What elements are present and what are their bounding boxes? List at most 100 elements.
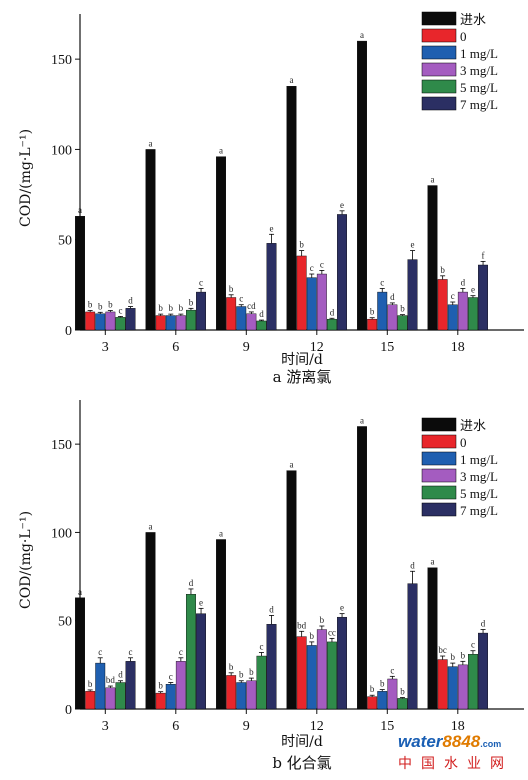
bar: [337, 616, 347, 710]
bar: [468, 297, 478, 331]
bar: [437, 659, 448, 710]
bar: [95, 313, 106, 331]
bar: [115, 317, 126, 331]
bar: [226, 675, 237, 710]
legend-label: 0: [460, 29, 467, 44]
legend-swatch: [421, 96, 457, 111]
significance-letter: b: [158, 303, 163, 313]
bar: [115, 682, 126, 710]
bar: [175, 661, 186, 710]
bar: [216, 539, 227, 710]
bar: [236, 306, 247, 331]
significance-letter: b: [229, 284, 234, 294]
bar: [175, 315, 186, 331]
y-axis-title: COD/(mg·L⁻¹): [18, 511, 34, 609]
significance-letter: b: [451, 652, 456, 662]
significance-letter: c: [179, 647, 183, 657]
legend-label: 7 mg/L: [460, 97, 498, 112]
bar: [407, 259, 418, 331]
bar: [447, 304, 458, 331]
legend-swatch: [421, 45, 457, 60]
bar: [407, 583, 418, 710]
bar: [316, 629, 327, 710]
legend-swatch: [421, 468, 457, 483]
panel-caption: b 化合氯: [272, 754, 331, 772]
bar: [387, 304, 398, 331]
significance-letter: cc: [328, 627, 336, 637]
x-tick-label: 12: [310, 719, 324, 734]
bar: [377, 691, 388, 710]
significance-letter: b: [169, 303, 174, 313]
significance-letter: b: [229, 662, 234, 672]
bar: [387, 678, 398, 710]
bar: [367, 696, 378, 710]
significance-letter: b: [400, 304, 405, 314]
significance-letter: a: [219, 146, 223, 156]
watermark-logo: water8848.com 中国水业网: [398, 732, 520, 776]
bar: [196, 291, 207, 331]
legend: 进水 0 1 mg/L 3 mg/L 5 mg/L 7 mg/L: [421, 417, 498, 518]
legend-label: 1 mg/L: [460, 452, 498, 467]
bar: [457, 291, 468, 331]
significance-letter: b: [461, 650, 466, 660]
y-tick-label: 150: [51, 438, 72, 453]
significance-letter: b: [239, 670, 244, 680]
bar: [216, 156, 227, 331]
y-tick-label: 100: [51, 143, 72, 158]
significance-letter: a: [431, 557, 435, 567]
y-axis-title: COD/(mg·L⁻¹): [18, 129, 34, 227]
bar: [397, 698, 408, 710]
significance-letter: d: [461, 277, 466, 287]
bar: [105, 311, 116, 331]
bar: [165, 684, 176, 710]
bar: [85, 691, 96, 710]
legend-swatch: [421, 62, 457, 77]
significance-letter: c: [320, 259, 324, 269]
bar: [95, 662, 106, 710]
bar: [246, 680, 257, 710]
x-tick-label: 6: [172, 719, 179, 734]
significance-letter: d: [189, 578, 194, 588]
bar: [266, 624, 277, 710]
watermark-subtitle: 中国水业网: [398, 756, 513, 772]
significance-letter: b: [158, 681, 163, 691]
significance-letter: c: [169, 672, 173, 682]
bar: [286, 86, 297, 331]
legend-label: 3 mg/L: [460, 63, 498, 78]
bar: [226, 297, 237, 331]
significance-letter: b: [440, 265, 445, 275]
significance-letter: b: [320, 615, 325, 625]
bar: [196, 613, 207, 710]
significance-letter: b: [179, 303, 184, 313]
significance-letter: d: [118, 670, 123, 680]
watermark-brand-text: water: [398, 732, 443, 751]
bar: [185, 594, 196, 710]
bar: [286, 470, 297, 710]
bar: [327, 641, 337, 710]
bar: [437, 279, 448, 331]
watermark-brand-domain: .com: [480, 739, 502, 749]
bar: [357, 426, 367, 710]
y-tick-label: 50: [58, 234, 72, 249]
y-tick-label: 100: [51, 526, 72, 541]
significance-letter: c: [129, 647, 133, 657]
legend-swatch: [421, 502, 457, 517]
legend-label: 1 mg/L: [460, 46, 498, 61]
significance-letter: d: [259, 309, 264, 319]
legend-label: 3 mg/L: [460, 469, 498, 484]
significance-letter: b: [370, 684, 375, 694]
bar: [155, 315, 166, 331]
significance-letter: e: [340, 603, 344, 613]
significance-letter: a: [78, 587, 82, 597]
bar: [327, 318, 337, 331]
y-tick-label: 50: [58, 615, 72, 630]
legend-swatch: [421, 485, 457, 500]
significance-letter: a: [149, 138, 153, 148]
bar: [367, 318, 378, 331]
significance-letter: b: [249, 667, 254, 677]
significance-letter: b: [299, 240, 304, 250]
y-tick-label: 150: [51, 53, 72, 68]
legend-label: 5 mg/L: [460, 486, 498, 501]
bar: [296, 255, 307, 331]
bar: [75, 597, 86, 710]
